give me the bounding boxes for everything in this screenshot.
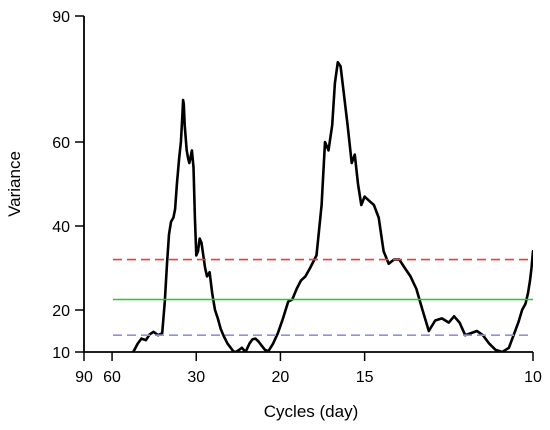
y-tick-label-90: 90 xyxy=(52,9,70,26)
x-tick-label-10: 10 xyxy=(524,369,542,386)
axes: 10 20 40 60 90 90 60 30 20 15 10 xyxy=(52,9,542,386)
variance-series-line xyxy=(131,60,533,352)
x-tick-label-15: 15 xyxy=(356,369,374,386)
y-tick-label-60: 60 xyxy=(52,135,70,152)
x-tick-label-30: 30 xyxy=(187,369,205,386)
y-tick-label-40: 40 xyxy=(52,219,70,236)
y-tick-label-10: 10 xyxy=(52,345,70,362)
x-tick-label-20: 20 xyxy=(272,369,290,386)
plot-area xyxy=(113,60,533,352)
series-group xyxy=(113,60,533,352)
x-tick-label-60: 60 xyxy=(103,369,121,386)
x-tick-label-90: 90 xyxy=(75,369,93,386)
x-axis-label: Cycles (day) xyxy=(264,402,358,421)
y-axis-label: Variance xyxy=(5,151,24,217)
y-tick-label-20: 20 xyxy=(52,303,70,320)
